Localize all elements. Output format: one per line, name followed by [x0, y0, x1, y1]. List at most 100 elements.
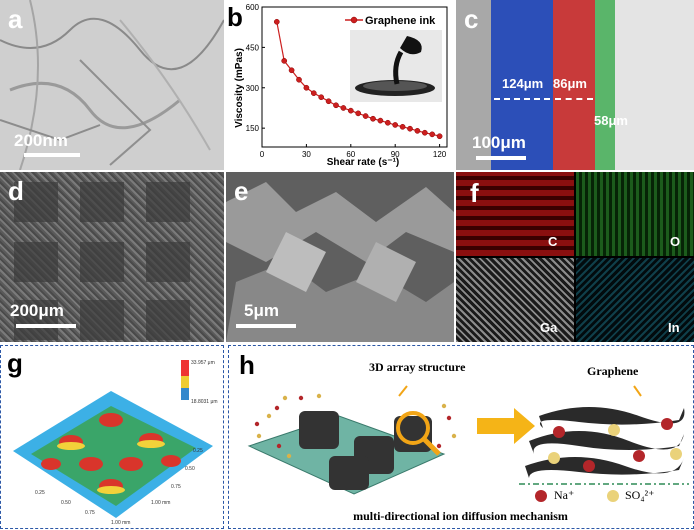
panel-g-3d-profile: 33.957 μm 18.8031 μm 0.25 0.50 0.75 1.00…	[0, 345, 224, 529]
panel-b-viscosity-chart: b Viscosity (mPas) Shear rate (s⁻¹) 0 30 6…	[225, 0, 455, 170]
tick: 1.00 mm	[151, 500, 170, 506]
scale-bar	[24, 153, 80, 157]
chart-legend: Graphene ink	[345, 15, 436, 27]
data-point	[392, 122, 399, 128]
panel-h-schematic: h 3D array structure Graphene Na⁺ SO₄²⁺ …	[228, 345, 694, 529]
panel-e-sem-graphene: e 5μm	[226, 172, 454, 342]
data-point	[303, 84, 310, 91]
panel-label: c	[464, 4, 479, 34]
map-carbon	[456, 172, 574, 256]
data-point	[340, 105, 347, 111]
diffusion-schematic	[247, 385, 689, 502]
scale-label: 100μm	[472, 133, 526, 152]
data-point	[399, 123, 406, 130]
panel-f-eds-maps: f C O Ga In	[456, 172, 694, 342]
data-point	[296, 76, 302, 83]
tick: 1.00 mm	[111, 520, 130, 526]
map-indium	[576, 258, 694, 342]
tick: 0.25	[193, 448, 203, 454]
y-tick-label: 300	[246, 84, 260, 93]
data-point	[273, 18, 280, 25]
x-tick-label: 0	[260, 150, 265, 159]
legend-so4: SO₄²⁺	[625, 488, 655, 502]
y-tick-label: 600	[246, 3, 260, 12]
graphene-label: Graphene	[587, 364, 639, 378]
panel-label: e	[234, 176, 249, 206]
data-point	[281, 57, 288, 64]
tick: 0.25	[35, 490, 45, 496]
caption: multi-directional ion diffusion mechanis…	[353, 509, 568, 523]
data-point	[370, 115, 376, 122]
layer-red	[553, 0, 595, 170]
data-point	[325, 98, 332, 105]
x-axis-label: Shear rate (s⁻¹)	[327, 157, 400, 168]
scale-bar	[476, 156, 526, 160]
panel-label: a	[8, 4, 23, 34]
panel-a-tem-image: a 200nm	[0, 0, 224, 170]
dim-red: 86μm	[553, 76, 587, 91]
legend-na: Na⁺	[554, 488, 575, 502]
viscosity-chart: Viscosity (mPas) Shear rate (s⁻¹) 0 30 60 9…	[234, 3, 448, 168]
layer-blue	[491, 0, 553, 170]
data-point	[429, 131, 436, 138]
scale-label: 5μm	[244, 301, 279, 320]
tick: 0.50	[61, 500, 71, 506]
data-point	[384, 119, 391, 126]
panel-d-sem-array: d 200μm	[0, 172, 224, 342]
scale-label: 200nm	[14, 131, 68, 150]
panel-label: h	[239, 350, 255, 380]
substrate-layer	[456, 0, 491, 170]
ink-photo-inset	[350, 30, 442, 102]
data-point	[347, 107, 354, 114]
y-axis-label: Viscosity (mPas)	[234, 48, 245, 128]
array-structure-label: 3D array structure	[369, 360, 466, 374]
panel-label: b	[227, 2, 243, 32]
map-label-c: C	[548, 234, 558, 249]
dim-green: 58μm	[594, 113, 628, 128]
map-oxygen	[576, 172, 694, 256]
x-tick-label: 90	[391, 150, 400, 159]
x-tick-label: 120	[433, 150, 447, 159]
x-tick-label: 60	[346, 150, 355, 159]
panel-label: d	[8, 176, 24, 206]
data-point	[362, 113, 369, 119]
map-label-ga: Ga	[540, 320, 558, 335]
data-point	[333, 102, 339, 109]
panel-c-cross-section: c 124μm 86μm 58μm 100μm	[456, 0, 694, 170]
color-scale-bottom: 18.8031 μm	[191, 399, 218, 405]
tick: 0.75	[85, 510, 95, 516]
data-point	[421, 129, 428, 136]
tick: 0.50	[185, 466, 195, 472]
data-point	[288, 67, 295, 74]
profile-map: 33.957 μm 18.8031 μm 0.25 0.50 0.75 1.00…	[13, 360, 218, 526]
y-tick-label: 450	[246, 43, 260, 52]
y-tick-label: 150	[246, 124, 260, 133]
layer-green	[595, 0, 615, 170]
x-tick-label: 30	[302, 150, 311, 159]
scale-bar	[236, 324, 296, 328]
scale-label: 200μm	[10, 301, 64, 320]
tick: 0.75	[171, 484, 181, 490]
data-point	[414, 127, 421, 134]
data-point	[377, 117, 384, 124]
data-point	[407, 125, 413, 132]
panel-label: g	[7, 348, 23, 378]
tem-texture	[0, 0, 224, 170]
scale-bar	[16, 324, 76, 328]
map-label-in: In	[668, 320, 680, 335]
graphene-texture	[226, 172, 454, 342]
map-gallium	[456, 258, 574, 342]
legend-label: Graphene ink	[365, 15, 436, 27]
data-point	[310, 90, 317, 97]
map-label-o: O	[670, 234, 681, 249]
data-point	[355, 110, 362, 117]
dim-arrow-red	[555, 98, 593, 100]
data-point	[318, 94, 325, 101]
color-scale-top: 33.957 μm	[191, 360, 215, 366]
array-pattern	[14, 182, 190, 340]
data-point	[436, 133, 443, 140]
dim-blue: 124μm	[502, 76, 544, 91]
panel-label: f	[470, 178, 479, 208]
dim-arrow-blue	[494, 98, 550, 100]
layer-backdrop	[615, 0, 694, 170]
